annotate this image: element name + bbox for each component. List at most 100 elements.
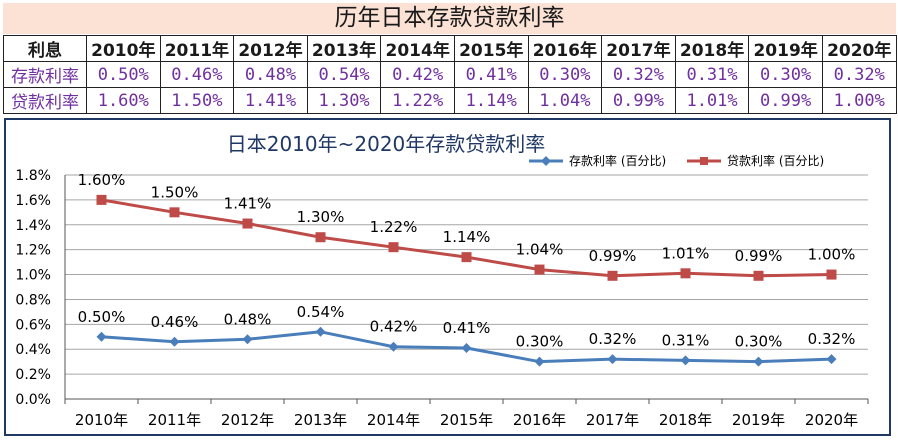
data-point	[826, 354, 837, 365]
y-tick-label: 1.8%	[15, 168, 51, 184]
rate-value-cell: 0.99%	[748, 87, 823, 114]
y-tick-label: 0.6%	[15, 317, 51, 333]
data-point	[826, 269, 837, 280]
chart-container: 日本2010年~2020年存款贷款利率 0.0% 0.2% 0.4% 0.6% 0.8% 1…	[4, 118, 891, 436]
year-header-cell: 2020年	[821, 35, 897, 62]
legend-label: 存款利率 (百分比)	[569, 153, 666, 168]
legend-swatch-marker	[700, 157, 708, 165]
rates-table: 利息 2010年 2011年 2012年 2013年 2014年 2015年 2016年 201…	[3, 35, 897, 114]
rate-value-cell: 0.99%	[601, 87, 676, 114]
year-header-cell: 2012年	[233, 35, 308, 62]
x-tick-label: 2020年	[805, 411, 858, 429]
year-header-cell: 2017年	[601, 35, 676, 62]
data-label: 0.32%	[808, 330, 856, 348]
y-tick-label: 1.2%	[15, 243, 51, 259]
data-label: 0.41%	[443, 319, 491, 337]
chart-title: 日本2010年~2020年存款贷款利率	[227, 132, 546, 156]
data-label: 1.00%	[808, 246, 856, 264]
rate-value-cell: 0.30%	[527, 61, 603, 88]
data-label: 1.01%	[662, 244, 710, 262]
x-tick-label: 2012年	[221, 411, 274, 429]
data-label: 0.48%	[224, 310, 272, 328]
table-header-row: 利息 2010年 2011年 2012年 2013年 2014年 2015年 2016年 201…	[3, 35, 897, 62]
data-point	[242, 334, 253, 345]
rate-value-cell: 1.30%	[306, 87, 382, 114]
x-tick-label: 2019年	[732, 411, 785, 429]
data-point	[242, 218, 253, 229]
legend-label: 贷款利率 (百分比)	[727, 153, 824, 168]
data-label: 0.54%	[297, 303, 345, 321]
rate-value-cell: 1.41%	[233, 87, 308, 114]
x-tick-label: 2010年	[75, 411, 128, 429]
table-title: 历年日本存款贷款利率	[3, 3, 896, 34]
year-header-cell: 2011年	[159, 35, 235, 62]
rate-value-cell: 0.54%	[306, 61, 382, 88]
data-label: 0.32%	[589, 330, 637, 348]
y-tick-label: 1.4%	[15, 218, 51, 234]
data-point	[753, 356, 764, 367]
table-row: 存款利率 0.50% 0.46% 0.48% 0.54% 0.42% 0.41% 0.30% 0…	[3, 61, 897, 88]
rate-value-cell: 0.46%	[159, 61, 235, 88]
data-label: 0.99%	[589, 247, 637, 265]
rate-value-cell: 1.04%	[527, 87, 603, 114]
rate-value-cell: 1.50%	[159, 87, 235, 114]
x-tick-label: 2015年	[440, 411, 493, 429]
data-label: 0.31%	[662, 331, 710, 349]
row-label-cell: 贷款利率	[3, 87, 87, 114]
data-label: 0.50%	[78, 308, 126, 326]
x-tick-label: 2018年	[659, 411, 712, 429]
rate-value-cell: 0.30%	[748, 61, 823, 88]
rate-value-cell: 0.32%	[601, 61, 676, 88]
data-point	[96, 194, 107, 205]
year-header-cell: 2013年	[306, 35, 382, 62]
data-point	[169, 207, 180, 218]
year-header-cell: 2014年	[380, 35, 455, 62]
year-header-cell: 2010年	[86, 35, 161, 62]
y-tick-label: 0.4%	[15, 342, 51, 358]
data-label: 1.14%	[443, 228, 491, 246]
y-tick-label: 0.0%	[15, 392, 51, 408]
y-tick-label: 1.0%	[15, 268, 51, 284]
rate-value-cell: 1.14%	[453, 87, 529, 114]
x-tick-label: 2011年	[148, 411, 201, 429]
data-point	[388, 341, 399, 352]
data-point	[607, 354, 618, 365]
rate-value-cell: 1.00%	[821, 87, 897, 114]
y-tick-label: 1.6%	[15, 193, 51, 209]
data-label: 0.30%	[516, 333, 564, 351]
x-tick-label: 2014年	[367, 411, 420, 429]
x-tick-label: 2013年	[294, 411, 347, 429]
data-point	[96, 331, 107, 342]
x-tick-label: 2016年	[513, 411, 566, 429]
data-point	[534, 264, 545, 275]
data-label: 1.22%	[370, 218, 418, 236]
data-point	[388, 242, 399, 253]
data-point	[680, 268, 691, 279]
data-point	[534, 356, 545, 367]
table-row: 贷款利率 1.60% 1.50% 1.41% 1.30% 1.22% 1.14% 1.04% 0…	[3, 87, 897, 114]
data-label: 1.50%	[151, 183, 199, 201]
data-label: 1.41%	[224, 195, 272, 213]
row-label-cell: 存款利率	[3, 61, 87, 88]
year-header-cell: 2018年	[674, 35, 750, 62]
data-label: 1.30%	[297, 208, 345, 226]
year-header-cell: 2015年	[453, 35, 529, 62]
rate-value-cell: 0.41%	[453, 61, 529, 88]
legend-swatch-marker	[541, 156, 551, 166]
data-point	[753, 270, 764, 281]
x-tick-label: 2017年	[586, 411, 639, 429]
data-point	[607, 270, 618, 281]
data-label: 1.04%	[516, 241, 564, 259]
rate-value-cell: 1.60%	[86, 87, 161, 114]
rate-value-cell: 0.42%	[380, 61, 455, 88]
year-header-cell: 2019年	[748, 35, 823, 62]
rate-value-cell: 0.48%	[233, 61, 308, 88]
data-point	[461, 252, 472, 263]
data-label: 0.46%	[151, 313, 199, 331]
data-point	[461, 342, 472, 353]
line-chart: 日本2010年~2020年存款贷款利率 0.0% 0.2% 0.4% 0.6% 0.8% 1…	[15, 132, 869, 429]
rate-value-cell: 1.22%	[380, 87, 455, 114]
header-label-cell: 利息	[3, 35, 87, 62]
data-label: 0.30%	[735, 333, 783, 351]
rate-value-cell: 0.31%	[674, 61, 750, 88]
